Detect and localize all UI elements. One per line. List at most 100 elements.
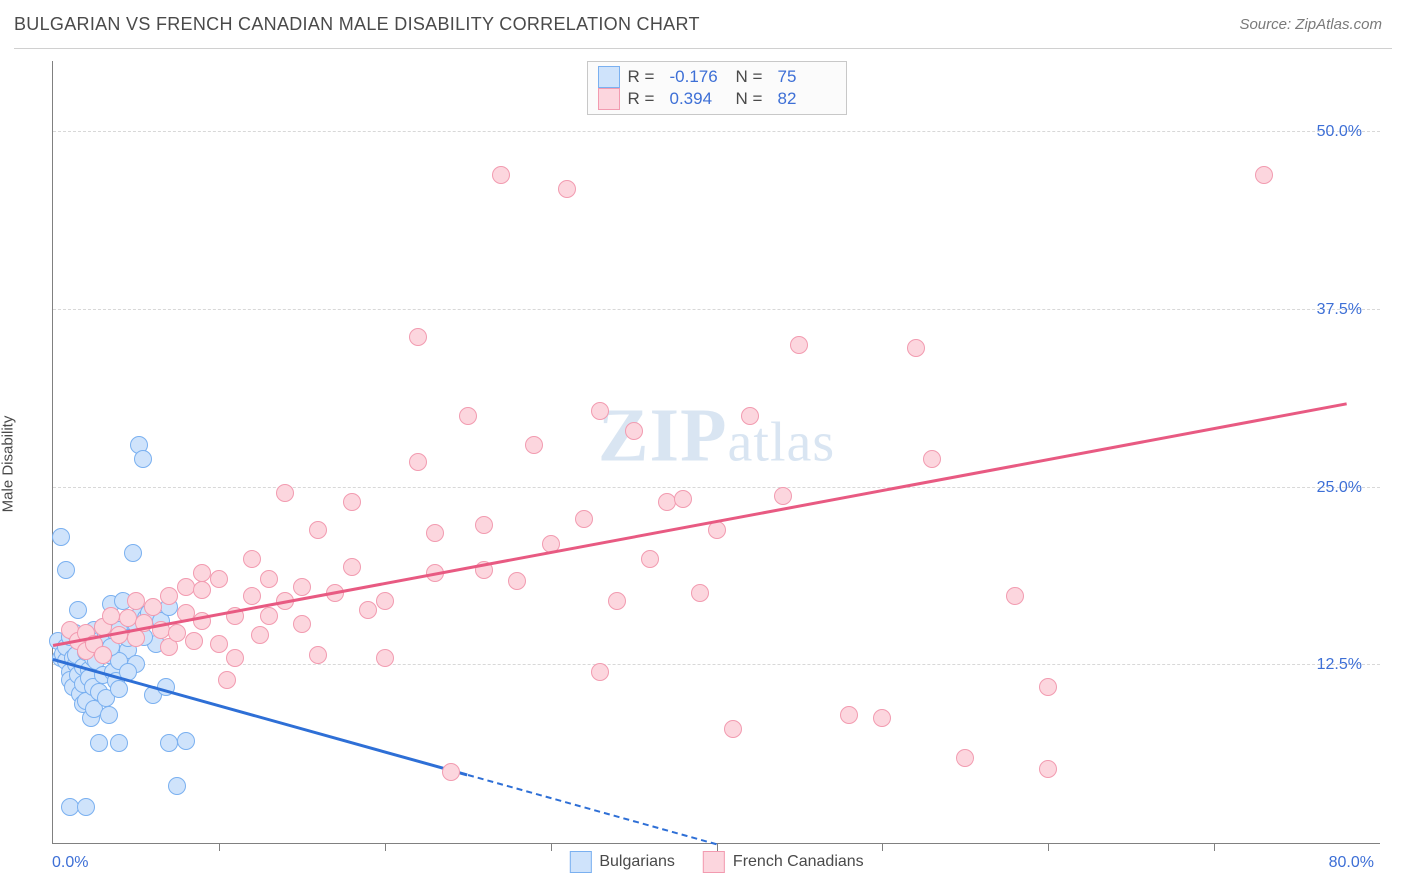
x-axis-min-label: 0.0% [52,854,88,872]
x-axis-max-label: 80.0% [1329,854,1374,872]
data-point [218,671,236,689]
gridline [53,487,1380,488]
data-point [309,646,327,664]
correlation-legend: R =-0.176N =75R =0.394N =82 [587,61,847,115]
data-point [77,798,95,816]
data-point [69,601,87,619]
data-point [359,601,377,619]
data-point [124,544,142,562]
data-point [119,609,137,627]
stat-r-value: -0.176 [670,67,728,87]
x-tick [219,843,220,851]
data-point [409,328,427,346]
x-tick [551,843,552,851]
data-point [923,450,941,468]
data-point [193,581,211,599]
data-point [873,709,891,727]
legend-swatch [703,851,725,873]
data-point [110,626,128,644]
data-point [160,587,178,605]
plot-area: ZIPatlas R =-0.176N =75R =0.394N =82 Bul… [52,61,1380,844]
data-point [168,777,186,795]
legend-item: Bulgarians [569,851,675,873]
stat-n-value: 75 [778,67,836,87]
stat-r-value: 0.394 [670,89,728,109]
data-point [127,592,145,610]
data-point [144,598,162,616]
chart-title: BULGARIAN VS FRENCH CANADIAN MALE DISABI… [14,14,700,35]
data-point [608,592,626,610]
data-point [575,510,593,528]
data-point [293,615,311,633]
data-point [840,706,858,724]
data-point [309,521,327,539]
data-point [243,550,261,568]
trend-line-dashed [467,774,716,845]
data-point [226,649,244,667]
data-point [591,402,609,420]
x-tick [385,843,386,851]
gridline [53,664,1380,665]
data-point [61,798,79,816]
data-point [293,578,311,596]
data-point [260,570,278,588]
data-point [459,407,477,425]
data-point [475,516,493,534]
data-point [591,663,609,681]
data-point [102,607,120,625]
legend-stat-row: R =-0.176N =75 [598,66,836,88]
data-point [658,493,676,511]
data-point [907,339,925,357]
data-point [956,749,974,767]
y-tick-label: 37.5% [1317,301,1362,319]
data-point [343,493,361,511]
data-point [276,484,294,502]
x-tick [1214,843,1215,851]
gridline [53,309,1380,310]
data-point [492,166,510,184]
legend-swatch [598,66,620,88]
data-point [210,570,228,588]
data-point [52,528,70,546]
data-point [94,646,112,664]
legend-stat-row: R =0.394N =82 [598,88,836,110]
data-point [177,732,195,750]
series-legend: Bulgarians French Canadians [569,851,863,873]
data-point [691,584,709,602]
data-point [1039,678,1057,696]
data-point [57,561,75,579]
x-tick [882,843,883,851]
data-point [1039,760,1057,778]
legend-swatch [598,88,620,110]
data-point [243,587,261,605]
data-point [251,626,269,644]
data-point [376,592,394,610]
data-point [376,649,394,667]
data-point [525,436,543,454]
data-point [260,607,278,625]
data-point [625,422,643,440]
data-point [409,453,427,471]
data-point [558,180,576,198]
data-point [1006,587,1024,605]
data-point [790,336,808,354]
x-tick [1048,843,1049,851]
stat-n-value: 82 [778,89,836,109]
data-point [508,572,526,590]
data-point [110,734,128,752]
stat-label: R = [628,67,662,87]
y-tick-label: 25.0% [1317,479,1362,497]
legend-swatch [569,851,591,873]
data-point [724,720,742,738]
data-point [177,578,195,596]
data-point [1255,166,1273,184]
data-point [100,706,118,724]
legend-label: Bulgarians [599,853,675,871]
data-point [442,763,460,781]
legend-item: French Canadians [703,851,864,873]
data-point [90,734,108,752]
source-attribution: Source: ZipAtlas.com [1239,16,1382,33]
data-point [160,734,178,752]
data-point [674,490,692,508]
gridline [53,131,1380,132]
